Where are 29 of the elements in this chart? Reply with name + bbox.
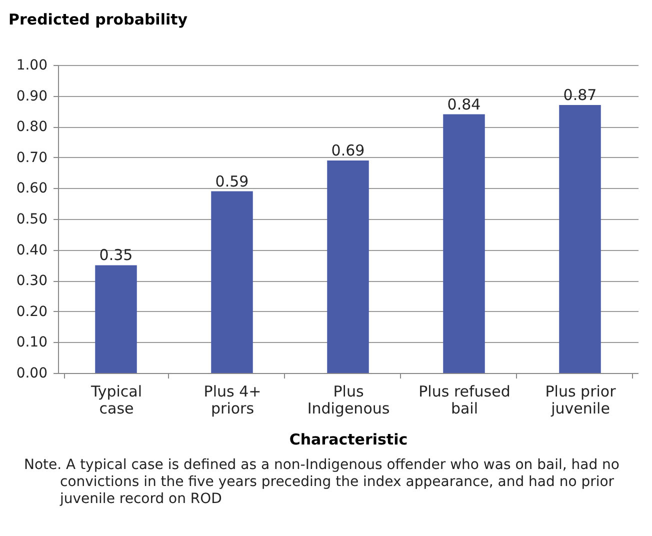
x-tick-label: Typical case bbox=[90, 382, 142, 418]
y-axis-title: Predicted probability bbox=[8, 10, 188, 28]
y-tick-label: 1.00 bbox=[16, 58, 48, 74]
data-label: 0.87 bbox=[563, 86, 597, 104]
data-label: 0.35 bbox=[99, 246, 133, 264]
y-tick-label: 0.90 bbox=[16, 88, 48, 104]
x-tick-label: Plus Indigenous bbox=[307, 382, 390, 418]
y-tick-label: 0.80 bbox=[16, 119, 48, 136]
x-tick-label: Plus 4+ priors bbox=[204, 382, 262, 418]
bar bbox=[443, 114, 485, 373]
bar bbox=[327, 160, 369, 373]
y-tick-label: 0.40 bbox=[16, 242, 48, 258]
data-label: 0.69 bbox=[331, 141, 365, 160]
y-tick-label: 0.00 bbox=[16, 366, 48, 382]
data-label: 0.84 bbox=[447, 95, 481, 114]
x-axis-title: Characteristic bbox=[289, 430, 408, 448]
y-tick-label: 0.20 bbox=[16, 304, 48, 320]
bar bbox=[559, 105, 601, 373]
bar bbox=[211, 191, 253, 373]
x-tick-label: Plus prior juvenile bbox=[545, 382, 617, 418]
text: Note. A typical case is defined as a non-Indigenous offender who was on bail, had no convictions in the five years preceding the index appearance, and had no prior juvenile record on ROD bbox=[24, 457, 620, 508]
x-tick-label: Plus refused bail bbox=[418, 382, 510, 418]
y-tick-label: 0.70 bbox=[16, 150, 48, 166]
y-tick-label: 0.10 bbox=[16, 334, 48, 351]
y-tick-label: 0.30 bbox=[16, 273, 48, 290]
bar bbox=[95, 265, 137, 373]
y-tick-label: 0.50 bbox=[16, 212, 48, 228]
data-label: 0.59 bbox=[215, 172, 249, 190]
y-tick-label: 0.60 bbox=[16, 180, 48, 197]
